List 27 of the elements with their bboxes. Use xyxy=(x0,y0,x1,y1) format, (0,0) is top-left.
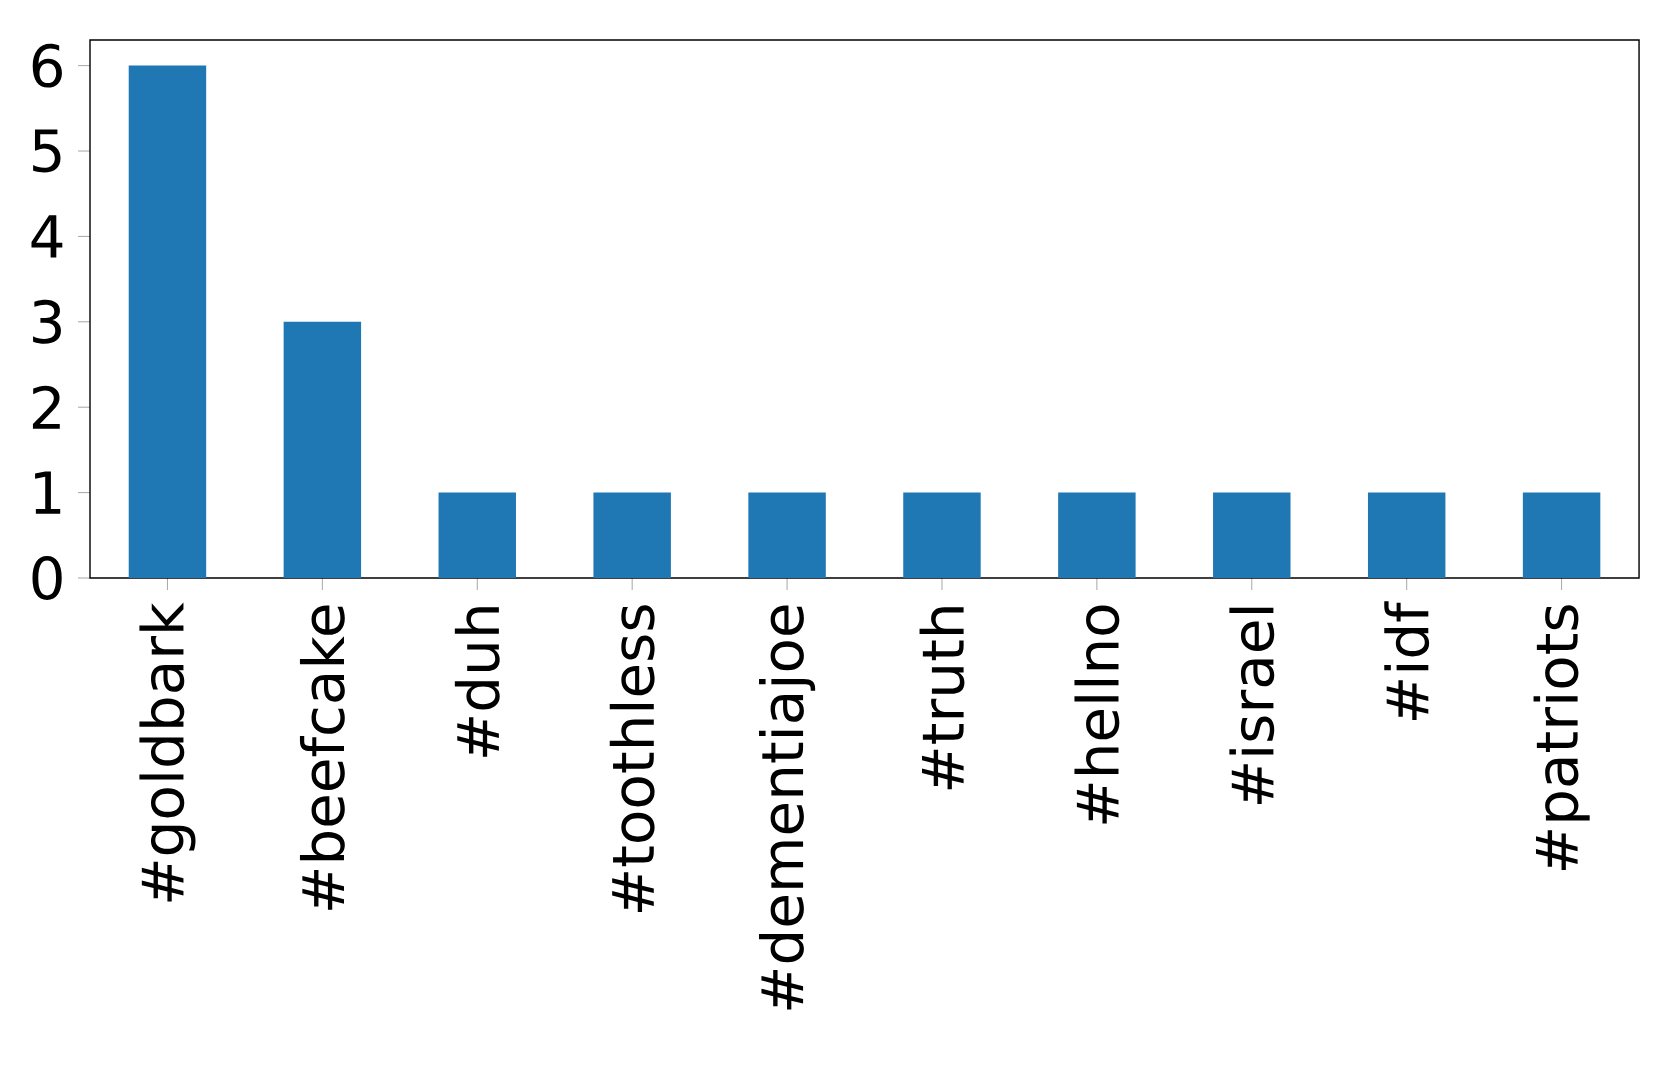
x-tick-label: #beefcake xyxy=(299,605,345,910)
x-tick-label: #dementiajoe xyxy=(759,605,816,1010)
bar xyxy=(283,321,362,578)
bar xyxy=(903,492,981,578)
y-tick-label: 5 xyxy=(33,129,61,173)
y-tick-label: 6 xyxy=(32,43,62,88)
bar xyxy=(1522,492,1601,578)
x-tick-label: #truth xyxy=(919,607,965,790)
bar xyxy=(593,492,671,578)
x-tick-label: #duh xyxy=(454,607,500,757)
y-tick-label: 4 xyxy=(31,215,63,258)
bar xyxy=(438,492,516,578)
bar xyxy=(1213,492,1291,578)
y-tick-label: 3 xyxy=(33,299,61,344)
x-tick-label: #patriots xyxy=(1533,605,1590,871)
x-tick-label: #hellno xyxy=(1074,605,1120,824)
bar xyxy=(748,492,826,578)
x-tick-label: #toothless xyxy=(609,605,655,912)
bar xyxy=(1367,492,1446,578)
x-tick-label: #goldbark xyxy=(139,602,196,902)
y-tick-label: 1 xyxy=(35,471,61,514)
bar xyxy=(1058,492,1136,578)
x-tick-label: #israel xyxy=(1229,607,1275,805)
bar xyxy=(128,65,207,578)
x-tick-label: #idf xyxy=(1384,601,1430,720)
y-tick-label: 2 xyxy=(32,385,60,429)
y-tick-label: 0 xyxy=(32,556,62,600)
